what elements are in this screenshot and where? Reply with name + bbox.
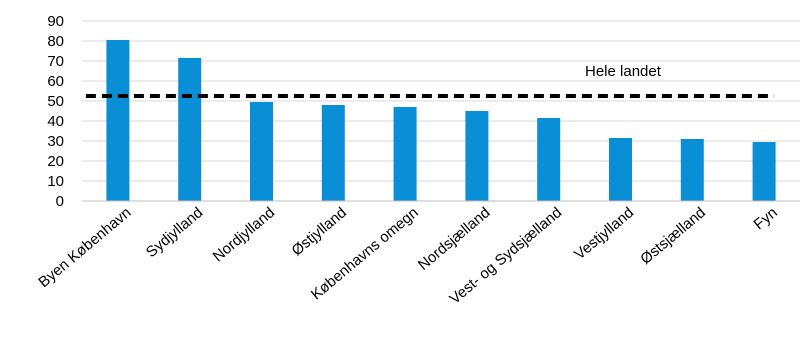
y-tick-label: 80 (47, 33, 64, 50)
y-tick-label: 90 (47, 13, 64, 30)
bar (250, 102, 273, 201)
y-tick-label: 30 (47, 133, 64, 150)
bar (393, 107, 417, 201)
bar (321, 105, 345, 201)
x-category-label: Nordjylland (210, 204, 278, 265)
x-category-label: Østsjælland (637, 204, 709, 268)
y-tick-label: 10 (47, 173, 64, 190)
x-category-label: Sydjylland (143, 204, 206, 261)
bar (465, 111, 489, 201)
y-tick-label: 40 (47, 113, 64, 130)
x-category-label: Vestjylland (571, 204, 637, 263)
bar (680, 139, 704, 201)
y-axis-ticks: 0 10 20 30 40 50 60 70 80 90 (47, 13, 64, 210)
bar (537, 118, 561, 201)
bar (178, 58, 202, 201)
x-category-label: Østjylland (288, 204, 349, 259)
bar (106, 40, 130, 201)
bars (106, 40, 776, 201)
y-tick-label: 0 (56, 193, 64, 210)
y-tick-label: 70 (47, 53, 64, 70)
x-category-label: Fyn (751, 204, 781, 233)
bar (752, 142, 776, 201)
reference-line-label: Hele landet (585, 63, 662, 80)
y-tick-label: 60 (47, 73, 64, 90)
x-category-label: Nordsjælland (415, 204, 494, 274)
grid-lines (82, 20, 800, 182)
bar (609, 138, 632, 201)
category-labels: Byen København Sydjylland Nordjylland Østjy… (35, 204, 780, 308)
x-category-label: Byen København (35, 204, 134, 291)
y-tick-label: 50 (47, 93, 64, 110)
y-tick-label: 20 (47, 153, 64, 170)
